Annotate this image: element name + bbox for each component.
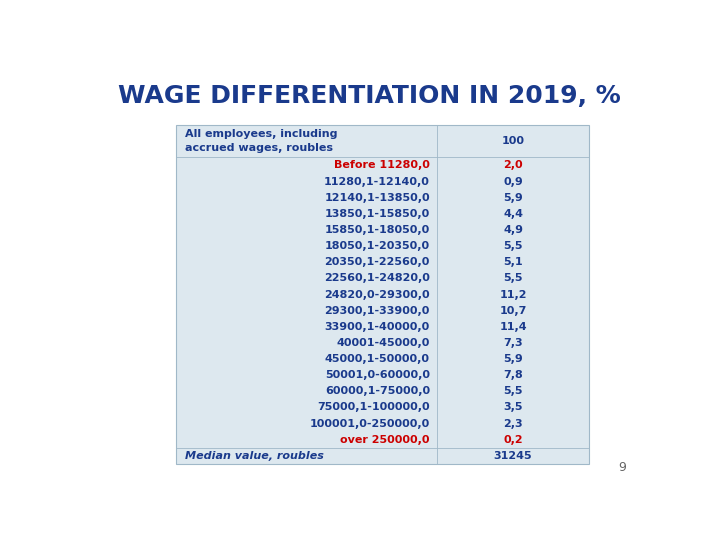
Text: 20350,1-22560,0: 20350,1-22560,0 bbox=[325, 257, 430, 267]
Text: 5,9: 5,9 bbox=[503, 354, 523, 364]
Text: 12140,1-13850,0: 12140,1-13850,0 bbox=[324, 193, 430, 202]
Text: 5,1: 5,1 bbox=[503, 257, 523, 267]
Text: 2,3: 2,3 bbox=[503, 418, 523, 429]
Text: 5,5: 5,5 bbox=[503, 241, 523, 251]
Text: 40001-45000,0: 40001-45000,0 bbox=[336, 338, 430, 348]
Text: 4,4: 4,4 bbox=[503, 209, 523, 219]
Text: 22560,1-24820,0: 22560,1-24820,0 bbox=[324, 273, 430, 284]
Text: 10,7: 10,7 bbox=[500, 306, 527, 316]
Text: 18050,1-20350,0: 18050,1-20350,0 bbox=[325, 241, 430, 251]
Text: 2,0: 2,0 bbox=[503, 160, 523, 171]
Text: 5,9: 5,9 bbox=[503, 193, 523, 202]
Text: 11,2: 11,2 bbox=[499, 289, 527, 300]
Text: over 250000,0: over 250000,0 bbox=[341, 435, 430, 445]
Text: 31245: 31245 bbox=[494, 451, 532, 461]
Text: 60000,1-75000,0: 60000,1-75000,0 bbox=[325, 386, 430, 396]
Text: 3,5: 3,5 bbox=[503, 402, 523, 413]
Text: 4,9: 4,9 bbox=[503, 225, 523, 235]
Text: 5,5: 5,5 bbox=[503, 386, 523, 396]
Text: 11280,1-12140,0: 11280,1-12140,0 bbox=[324, 177, 430, 187]
Text: 5,5: 5,5 bbox=[503, 273, 523, 284]
Text: 50001,0-60000,0: 50001,0-60000,0 bbox=[325, 370, 430, 380]
Text: 0,2: 0,2 bbox=[503, 435, 523, 445]
Text: 100: 100 bbox=[502, 136, 524, 146]
Text: All employees, including
accrued wages, roubles: All employees, including accrued wages, … bbox=[185, 129, 338, 153]
Text: 11,4: 11,4 bbox=[499, 322, 527, 332]
Text: 7,8: 7,8 bbox=[503, 370, 523, 380]
Text: 13850,1-15850,0: 13850,1-15850,0 bbox=[325, 209, 430, 219]
Text: 9: 9 bbox=[618, 461, 626, 474]
Text: Before 11280,0: Before 11280,0 bbox=[334, 160, 430, 171]
Text: 45000,1-50000,0: 45000,1-50000,0 bbox=[325, 354, 430, 364]
FancyBboxPatch shape bbox=[176, 125, 590, 464]
Text: Median value, roubles: Median value, roubles bbox=[185, 451, 324, 461]
Text: WAGE DIFFERENTIATION IN 2019, %: WAGE DIFFERENTIATION IN 2019, % bbox=[117, 84, 621, 107]
Text: 24820,0-29300,0: 24820,0-29300,0 bbox=[324, 289, 430, 300]
Text: 33900,1-40000,0: 33900,1-40000,0 bbox=[325, 322, 430, 332]
Text: 100001,0-250000,0: 100001,0-250000,0 bbox=[310, 418, 430, 429]
Text: 0,9: 0,9 bbox=[503, 177, 523, 187]
Text: 29300,1-33900,0: 29300,1-33900,0 bbox=[325, 306, 430, 316]
Text: 7,3: 7,3 bbox=[503, 338, 523, 348]
Text: 75000,1-100000,0: 75000,1-100000,0 bbox=[318, 402, 430, 413]
Text: 15850,1-18050,0: 15850,1-18050,0 bbox=[325, 225, 430, 235]
